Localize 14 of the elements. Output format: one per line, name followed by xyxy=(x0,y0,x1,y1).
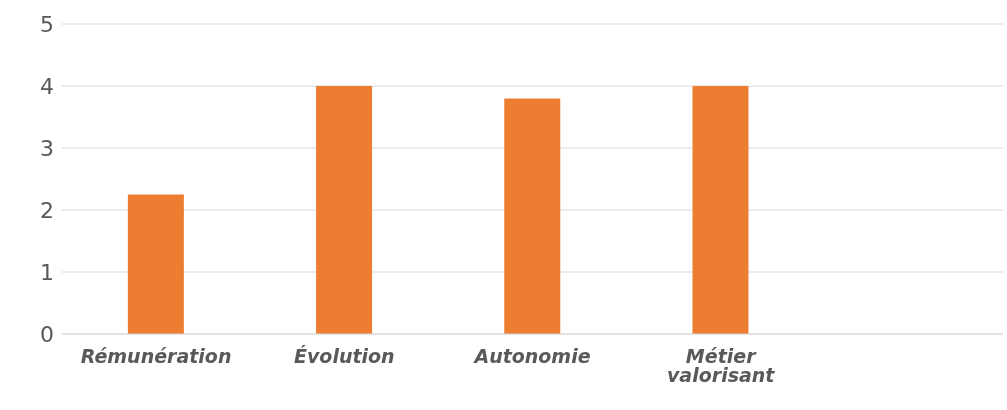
x-tick-label: Rémunération xyxy=(80,345,232,368)
bar xyxy=(692,86,749,334)
bar xyxy=(127,194,184,334)
y-tick-label: 4 xyxy=(40,73,54,99)
y-tick-label: 1 xyxy=(40,259,54,285)
x-tick-label: Métier valorisant xyxy=(667,345,776,387)
x-tick-label: Évolution xyxy=(293,345,395,368)
y-tick-label: 0 xyxy=(40,321,54,347)
bar xyxy=(316,86,373,334)
y-tick-label: 3 xyxy=(40,135,54,161)
y-tick-label: 5 xyxy=(40,11,54,37)
bar xyxy=(504,98,561,334)
x-tick-label: Autonomie xyxy=(472,345,591,368)
y-tick-label: 2 xyxy=(40,197,54,223)
